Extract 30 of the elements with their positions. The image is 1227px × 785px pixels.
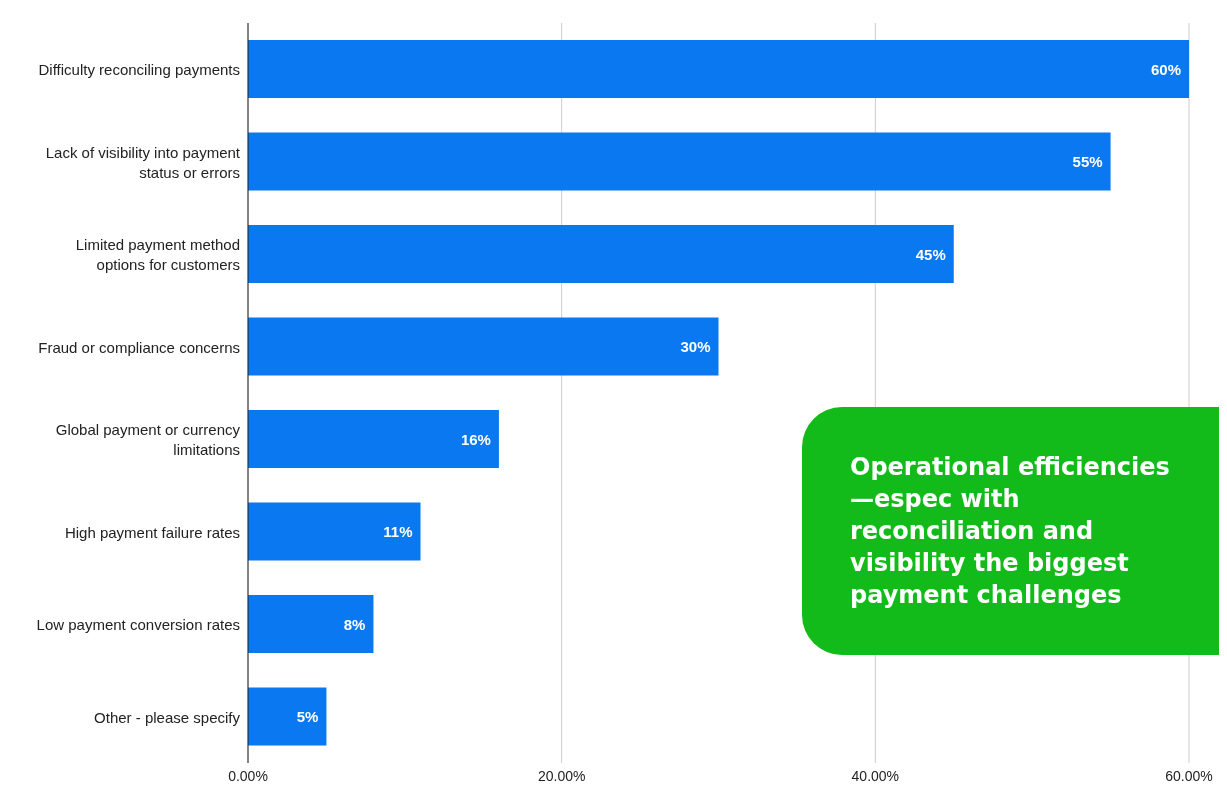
bar	[248, 40, 1189, 98]
y-tick-label: Other - please specify	[94, 708, 241, 726]
data-label: 5%	[296, 708, 319, 725]
bar	[248, 687, 327, 746]
y-tick-label: High payment failure rates	[64, 523, 240, 541]
x-tick-label: 40.00%	[851, 767, 900, 784]
data-label: 60%	[1150, 60, 1181, 78]
data-label: 45%	[915, 245, 946, 263]
y-tick-label: Limited payment method options for customers	[75, 235, 240, 273]
bar	[248, 502, 421, 561]
bar	[248, 595, 374, 653]
y-tick-label: Difficulty reconciling payments	[38, 60, 240, 78]
bar	[248, 225, 954, 283]
y-tick-label: Low payment conversion rates	[36, 615, 240, 633]
y-tick-label: Lack of visibility into payment status or errors	[45, 143, 241, 181]
bar	[248, 317, 719, 376]
annotation: Operational efficiencies—espec with reconciliation and visibility the biggest payment challenges	[850, 452, 1171, 611]
data-label: 30%	[680, 338, 711, 355]
data-label: 11%	[383, 523, 413, 540]
bar	[248, 410, 499, 468]
callout-box: Operational efficiencies—espec with reconciliation and visibility the biggest payment challenges	[802, 407, 1219, 655]
x-tick-label: 60.00%	[1165, 767, 1213, 784]
x-tick-label: 20.00%	[537, 767, 586, 784]
x-tick-label: 0.00%	[228, 767, 268, 784]
y-tick-label: Global payment or currency limitations	[55, 420, 241, 458]
y-tick-label: Fraud or compliance concerns	[38, 338, 240, 356]
bar	[248, 132, 1111, 191]
data-label: 55%	[1072, 153, 1103, 170]
data-label: 16%	[460, 430, 491, 448]
data-label: 8%	[343, 615, 366, 633]
